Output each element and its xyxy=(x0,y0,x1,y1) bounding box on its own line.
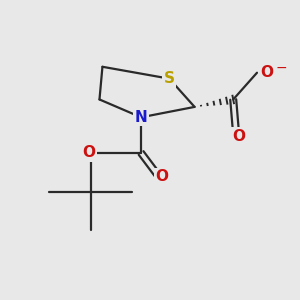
Text: O: O xyxy=(82,146,96,160)
Text: −: − xyxy=(275,61,287,75)
Text: N: N xyxy=(135,110,148,125)
Text: O: O xyxy=(155,169,168,184)
Text: O: O xyxy=(233,129,246,144)
Text: O: O xyxy=(260,65,273,80)
Text: S: S xyxy=(164,71,175,86)
